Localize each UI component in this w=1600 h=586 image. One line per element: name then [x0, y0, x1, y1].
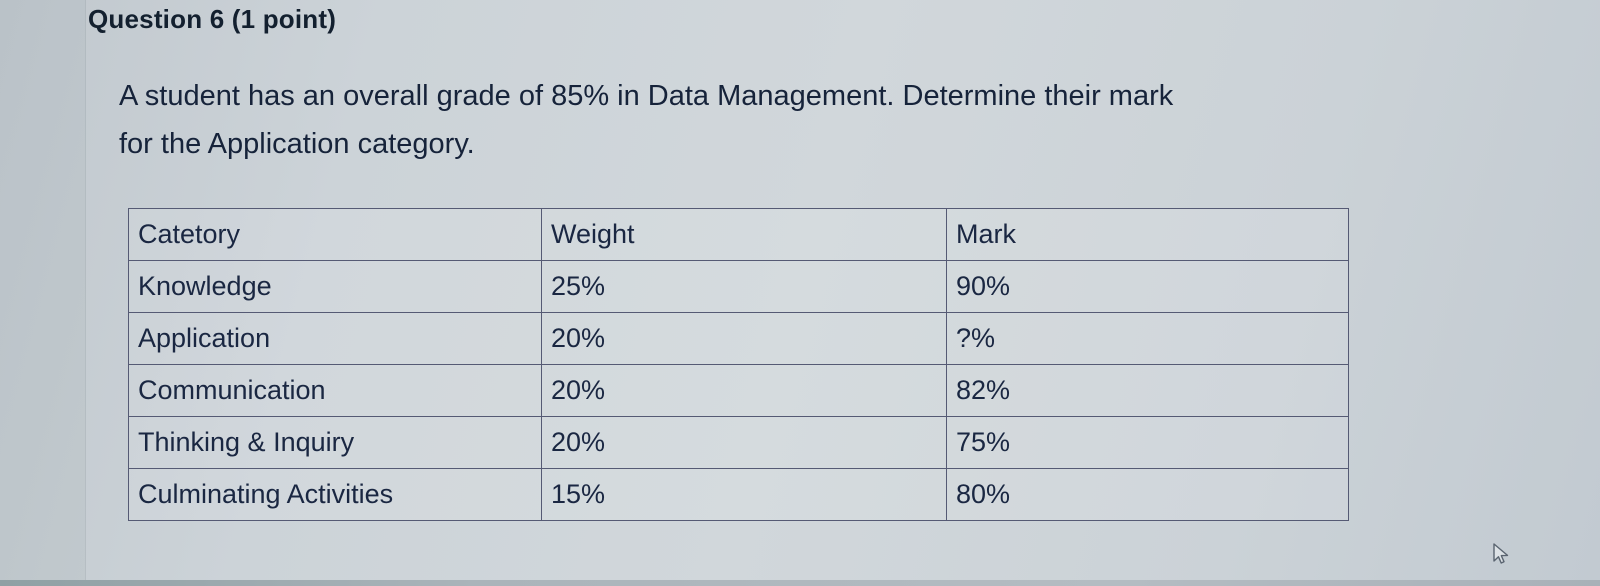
- page-left-edge: [0, 0, 86, 586]
- table-row-communication: Communication 20% 82%: [128, 364, 1349, 417]
- question-header: Question 6 (1 point): [88, 4, 337, 34]
- cell-category: Knowledge: [128, 260, 542, 313]
- cell-weight: 25%: [541, 260, 947, 313]
- cell-category: Thinking & Inquiry: [128, 416, 542, 469]
- question-text-line-1: A student has an overall grade of 85% in…: [119, 80, 1174, 112]
- grade-table: Catetory Weight Mark Knowledge 25% 90% A…: [128, 208, 1349, 521]
- table-row-application: Application 20% ?%: [128, 312, 1349, 365]
- screen-bottom-edge: [0, 580, 1600, 586]
- cell-category: Application: [128, 312, 542, 365]
- cell-weight: 20%: [541, 312, 947, 365]
- table-header-row: Catetory Weight Mark: [128, 208, 1349, 261]
- table-row-knowledge: Knowledge 25% 90%: [128, 260, 1349, 313]
- cell-mark: 80%: [946, 468, 1349, 521]
- col-header-weight: Weight: [541, 208, 947, 261]
- question-text-line-2: for the Application category.: [119, 128, 475, 160]
- cell-mark: ?%: [946, 312, 1349, 365]
- table-row-culminating-activities: Culminating Activities 15% 80%: [128, 468, 1349, 521]
- question-text: A student has an overall grade of 85% in…: [119, 72, 1173, 168]
- cell-mark: 90%: [946, 260, 1349, 313]
- col-header-mark: Mark: [946, 208, 1349, 261]
- cell-weight: 20%: [541, 364, 947, 417]
- table-row-thinking-inquiry: Thinking & Inquiry 20% 75%: [128, 416, 1349, 469]
- cell-category: Culminating Activities: [128, 468, 542, 521]
- mouse-cursor-icon: [1493, 543, 1509, 564]
- cell-weight: 15%: [541, 468, 947, 521]
- cell-mark: 82%: [946, 364, 1349, 417]
- cell-category: Communication: [128, 364, 542, 417]
- cell-weight: 20%: [541, 416, 947, 469]
- col-header-category: Catetory: [128, 208, 542, 261]
- cell-mark: 75%: [946, 416, 1349, 469]
